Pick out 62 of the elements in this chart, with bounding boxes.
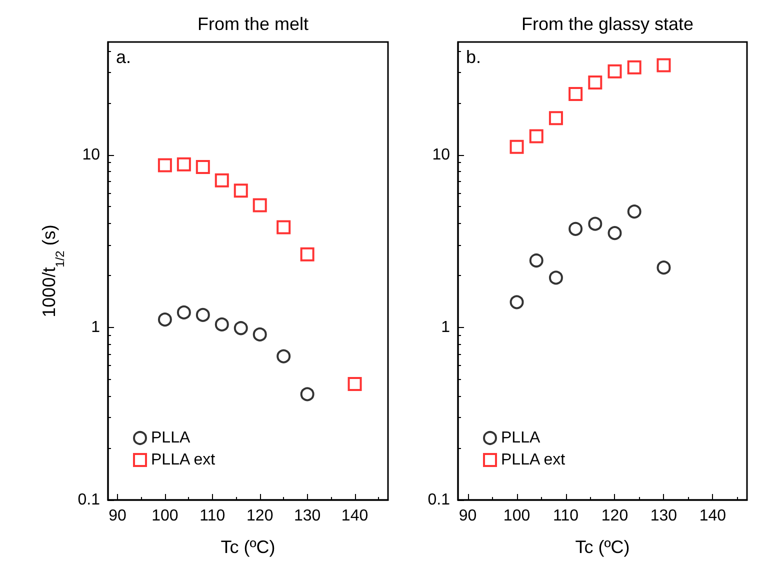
point (656, 58, 671, 72)
point (568, 222, 583, 236)
x-tick-label: 120 (601, 508, 628, 524)
point (656, 260, 671, 275)
point (276, 220, 291, 234)
y-tick-label: 1 (441, 318, 450, 336)
point (252, 198, 267, 212)
x-tick-label: 110 (553, 508, 579, 524)
y-tick-label: 10 (432, 146, 450, 164)
point (510, 140, 524, 154)
x-tick-label: 100 (152, 508, 178, 524)
point (588, 76, 602, 90)
point (300, 387, 314, 402)
point (300, 247, 314, 262)
point (234, 321, 248, 336)
point (176, 305, 191, 320)
chart-title: From the melt (197, 14, 309, 34)
x-tick-label: 90 (458, 508, 477, 524)
annotation: a. (116, 47, 132, 67)
x-tick-label: 130 (650, 508, 678, 524)
point (276, 349, 291, 364)
x-tick-label: 140 (341, 508, 368, 524)
point (568, 86, 583, 101)
point (252, 327, 267, 342)
y-axis-title: 1000/t1/2 (s) (39, 224, 67, 318)
point (608, 64, 622, 78)
y-tick-label: 0.1 (428, 492, 450, 508)
point (627, 60, 642, 74)
point (214, 317, 229, 332)
legend-label: PLLA ext (151, 452, 216, 468)
point (214, 173, 229, 188)
point (529, 254, 544, 268)
point (529, 129, 544, 144)
legend-label: PLLA (151, 430, 190, 446)
x-axis-title: Tc (ºC) (220, 537, 276, 557)
point (234, 184, 248, 198)
point (608, 226, 622, 240)
point (158, 312, 172, 327)
y-tick-label: 1 (91, 318, 100, 336)
y-tick-label: 0.1 (78, 492, 100, 508)
x-tick-label: 130 (294, 508, 321, 524)
x-tick-label: 140 (699, 508, 726, 524)
x-tick-label: 90 (108, 508, 126, 524)
point (548, 270, 563, 285)
point (588, 216, 602, 231)
x-tick-label: 110 (200, 508, 226, 524)
chart-title: From the glassy state (521, 14, 694, 34)
point (158, 158, 172, 172)
point (548, 111, 563, 126)
legend-label: PLLA ext (501, 452, 566, 468)
point (196, 308, 210, 322)
point (176, 157, 191, 172)
annotation: b. (466, 47, 482, 67)
point (348, 376, 362, 391)
x-tick-label: 120 (246, 508, 274, 524)
y-tick-label: 10 (82, 146, 100, 164)
point (627, 204, 642, 219)
legend-label: PLLA (501, 430, 540, 446)
x-axis-title: Tc (ºC) (575, 537, 630, 557)
point (196, 160, 210, 174)
x-tick-label: 100 (503, 508, 530, 524)
point (510, 295, 524, 310)
